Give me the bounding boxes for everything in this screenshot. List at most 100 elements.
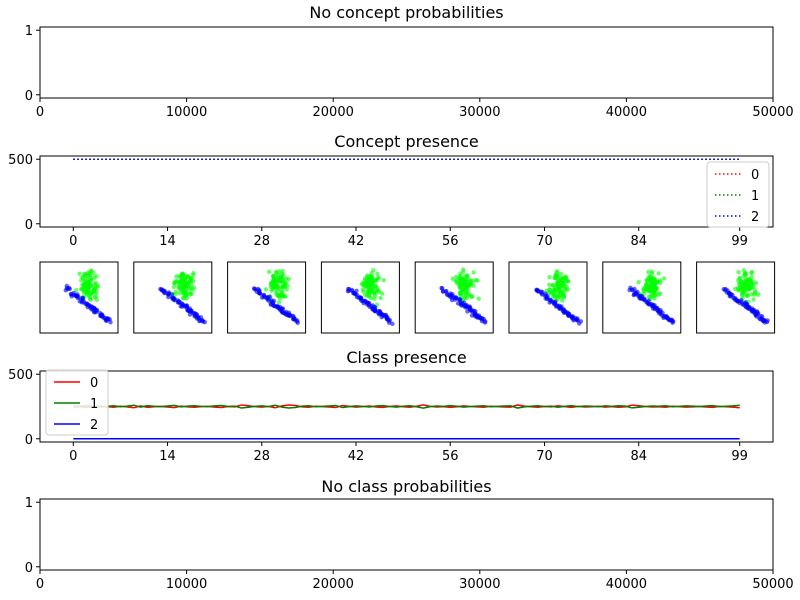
scatter-thumbnail	[320, 261, 400, 334]
scatter-point-green	[656, 292, 661, 297]
scatter-point-blue	[631, 293, 636, 298]
scatter-point-blue	[192, 311, 197, 316]
y-tick-label: 0	[25, 89, 33, 104]
scatter-point-blue	[382, 313, 388, 318]
scatter-point-green	[461, 296, 467, 301]
x-tick-label: 0	[69, 234, 77, 249]
x-tick-label: 20000	[313, 577, 354, 592]
scatter-point-green	[92, 295, 98, 300]
scatter-point-green	[378, 295, 383, 301]
scatter-point-green	[83, 272, 88, 277]
scatter-point-green	[172, 292, 178, 297]
scatter-point-green	[285, 283, 290, 288]
scatter-point-blue	[88, 305, 93, 311]
scatter-point-blue	[346, 288, 352, 293]
scatter-point-green	[367, 282, 372, 287]
x-tick-label: 84	[630, 449, 647, 464]
scatter-point-blue	[266, 296, 271, 302]
scatter-point-green	[180, 291, 185, 296]
scatter-point-green	[745, 278, 751, 283]
scatter-thumbnail	[414, 261, 494, 334]
scatter-point-green	[464, 285, 470, 290]
scatter-point-green	[365, 273, 370, 278]
scatter-point-green	[736, 270, 741, 275]
scatter-point-green	[463, 290, 469, 296]
scatter-point-blue	[166, 292, 171, 297]
scatter-point-blue	[650, 306, 656, 311]
x-tick-label: 30000	[459, 577, 500, 592]
panel-concept-presence: Concept presence 0 14 28 42 56 70 84 99 0 500 0 1 2	[8, 132, 774, 249]
scatter-point-blue	[271, 303, 277, 308]
scatter-point-green	[84, 285, 89, 290]
scatter-thumbnail	[39, 261, 119, 334]
x-tick-label: 14	[159, 234, 176, 249]
scatter-point-blue	[733, 296, 738, 301]
scatter-point-green	[555, 279, 561, 284]
scatter-point-green	[94, 290, 99, 295]
scatter-point-blue	[279, 306, 284, 311]
scatter-point-green	[465, 275, 470, 280]
scatter-point-blue	[545, 296, 550, 302]
scatter-point-blue	[441, 289, 446, 294]
scatter-point-blue	[183, 303, 188, 308]
scatter-point-green	[284, 287, 289, 292]
scatter-point-green	[743, 286, 748, 291]
panel-no-class-probabilities: No class probabilities 0 10000 20000 30000 4…	[25, 477, 794, 592]
scatter-point-green	[653, 281, 658, 286]
scatter-point-green	[746, 285, 752, 291]
scatter-point-green	[375, 288, 381, 293]
scatter-point-green	[656, 271, 661, 276]
scatter-point-green	[270, 279, 276, 285]
scatter-point-blue	[293, 317, 298, 322]
x-tick-label: 14	[159, 449, 176, 464]
scatter-point-green	[752, 290, 758, 295]
scatter-point-green	[550, 283, 555, 288]
axes-frame	[39, 370, 774, 443]
scatter-point-green	[554, 269, 559, 274]
scatter-point-green	[186, 273, 191, 279]
scatter-point-blue	[638, 293, 643, 298]
scatter-point-blue	[471, 308, 477, 314]
x-tick-label: 56	[442, 234, 459, 249]
scatter-point-green	[547, 275, 552, 280]
scatter-point-green	[476, 296, 481, 301]
scatter-point-green	[753, 280, 759, 286]
y-tick-label: 500	[8, 153, 33, 168]
scatter-point-blue	[269, 299, 275, 305]
scatter-point-green	[366, 289, 372, 294]
y-tick-label: 500	[8, 368, 33, 383]
axes-frame	[39, 155, 774, 228]
x-tick-label: 20000	[313, 105, 354, 120]
scatter-point-blue	[464, 303, 469, 308]
scatter-point-green	[280, 293, 286, 298]
scatter-point-blue	[161, 288, 166, 293]
scatter-point-green	[280, 268, 285, 274]
scatter-point-green	[79, 278, 84, 283]
scatter-point-blue	[103, 317, 108, 323]
scatter-point-green	[77, 271, 82, 276]
scatter-point-green	[360, 281, 365, 286]
scatter-point-green	[650, 277, 655, 282]
x-tick-label: 42	[348, 234, 365, 249]
scatter-point-green	[360, 287, 365, 292]
x-tick-label: 10000	[166, 577, 207, 592]
x-tick-label: 50000	[752, 577, 793, 592]
scatter-point-green	[280, 272, 286, 277]
scatter-point-green	[85, 280, 91, 285]
scatter-point-blue	[251, 286, 257, 291]
scatter-point-blue	[754, 314, 759, 319]
legend-label: 2	[90, 418, 98, 433]
scatter-point-green	[646, 269, 651, 275]
scatter-point-blue	[640, 296, 645, 302]
scatter-point-green	[369, 276, 374, 282]
scatter-point-green	[749, 274, 754, 280]
scatter-point-green	[367, 286, 372, 291]
scatter-point-green	[276, 299, 282, 305]
scatter-point-green	[461, 267, 466, 272]
scatter-point-blue	[276, 305, 281, 311]
scatter-point-green	[274, 269, 279, 274]
scatter-point-green	[556, 289, 562, 294]
chart-title: Concept presence	[334, 132, 478, 151]
scatter-point-green	[364, 278, 369, 283]
x-tick-label: 84	[630, 234, 647, 249]
